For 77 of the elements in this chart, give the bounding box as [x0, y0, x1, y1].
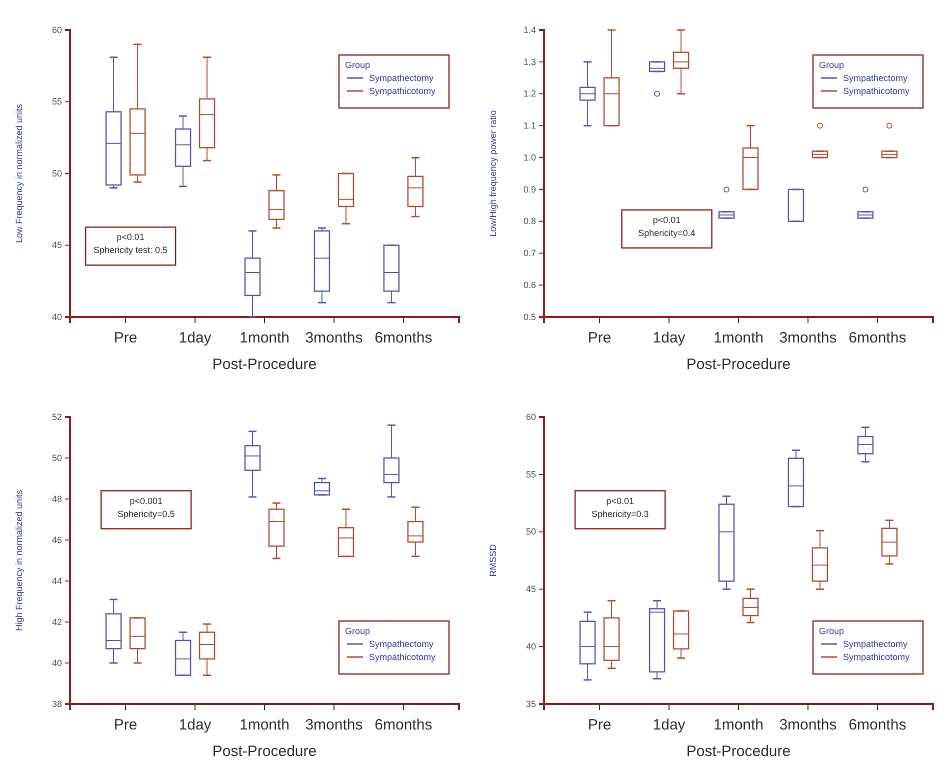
x-tick-label: 3months	[779, 716, 837, 734]
y-tick-label: 60	[52, 24, 62, 35]
x-tick-label: 6months	[848, 716, 906, 734]
y-tick-label: 42	[52, 616, 62, 627]
legend-label: Sympathicotomy	[369, 652, 436, 662]
x-tick-label: 1day	[178, 330, 212, 346]
y-tick-label: 46	[52, 534, 62, 545]
y-tick-label: 40	[52, 658, 62, 668]
y-axis-title: Low Frequency in normalized units	[14, 103, 24, 244]
annotation: Sphericity=0.3	[591, 508, 649, 519]
y-tick-label: 1.2	[523, 88, 536, 99]
x-tick-label: Pre	[588, 716, 612, 734]
y-axis-title: Low/High frequency power ratio	[488, 110, 498, 237]
annotation: p<0.01	[652, 214, 681, 225]
x-axis-title: Post-Procedure	[212, 356, 317, 373]
y-tick-label: 1.1	[523, 120, 536, 131]
annotation: p<0.01	[606, 496, 634, 506]
legend-label: Sympathectomy	[843, 73, 908, 83]
x-tick-label: 1month	[239, 716, 290, 734]
x-tick-label: 3months	[305, 716, 363, 734]
annotation: Sphericity test: 0.5	[94, 245, 168, 256]
legend-label: Sympathicotomy	[843, 652, 910, 662]
x-tick-label: 6months	[374, 330, 432, 346]
y-tick-label: 40	[52, 312, 62, 322]
legend-label: Sympathectomy	[843, 639, 908, 649]
x-axis-title: Post-Procedure	[212, 743, 317, 760]
x-tick-label: 1month	[713, 330, 764, 346]
x-tick-label: Pre	[114, 330, 138, 346]
y-tick-label: 45	[52, 240, 62, 250]
y-tick-label: 60	[526, 412, 536, 422]
legend-label: Sympathicotomy	[369, 86, 436, 96]
x-tick-label: 6months	[374, 716, 432, 734]
y-tick-label: 40	[526, 641, 536, 652]
x-axis-title: Post-Procedure	[686, 356, 791, 373]
y-axis-title: RMSSD	[488, 544, 498, 577]
x-tick-label: 1day	[652, 330, 686, 346]
y-tick-label: 38	[52, 698, 62, 709]
legend-label: Sympathectomy	[369, 73, 434, 83]
x-tick-label: 3months	[305, 330, 363, 346]
legend-title: Group	[345, 626, 370, 636]
x-tick-label: 1month	[713, 716, 764, 734]
y-tick-label: 35	[526, 698, 536, 709]
x-tick-label: 3months	[779, 330, 837, 346]
y-tick-label: 0.7	[523, 248, 536, 258]
x-tick-label: Pre	[588, 330, 612, 346]
y-tick-label: 55	[526, 469, 536, 480]
y-tick-label: 1.3	[523, 56, 536, 67]
y-tick-label: 1.4	[523, 24, 536, 35]
y-tick-label: 45	[526, 584, 536, 594]
legend-label: Sympathectomy	[369, 639, 434, 649]
x-tick-label: 1day	[178, 716, 212, 734]
x-tick-label: 1day	[652, 716, 686, 734]
y-tick-label: 0.5	[523, 312, 536, 322]
y-tick-label: 1.0	[523, 152, 536, 162]
y-tick-label: 0.9	[523, 184, 536, 194]
x-tick-label: Pre	[114, 716, 138, 734]
y-tick-label: 44	[52, 576, 62, 586]
y-tick-label: 48	[52, 494, 62, 504]
y-tick-label: 50	[52, 168, 62, 178]
x-axis-title: Post-Procedure	[686, 743, 791, 760]
annotation: Sphericity=0.5	[117, 508, 175, 519]
y-tick-label: 0.6	[523, 280, 536, 290]
x-tick-label: 1month	[239, 330, 290, 346]
y-tick-label: 50	[526, 526, 536, 537]
y-tick-label: 0.8	[523, 216, 536, 226]
annotation: p<0.001	[130, 496, 163, 506]
y-tick-label: 50	[52, 452, 62, 463]
legend-title: Group	[819, 626, 844, 636]
annotation: Sphericity=0.4	[638, 228, 696, 238]
legend-title: Group	[819, 60, 844, 70]
y-axis-title: High Frequency in normalized units	[14, 489, 24, 632]
x-tick-label: 6months	[848, 330, 906, 346]
y-tick-label: 52	[52, 412, 62, 422]
legend-label: Sympathicotomy	[843, 86, 910, 96]
annotation: p<0.01	[116, 232, 144, 242]
legend-title: Group	[345, 60, 370, 70]
y-tick-label: 55	[52, 96, 62, 107]
